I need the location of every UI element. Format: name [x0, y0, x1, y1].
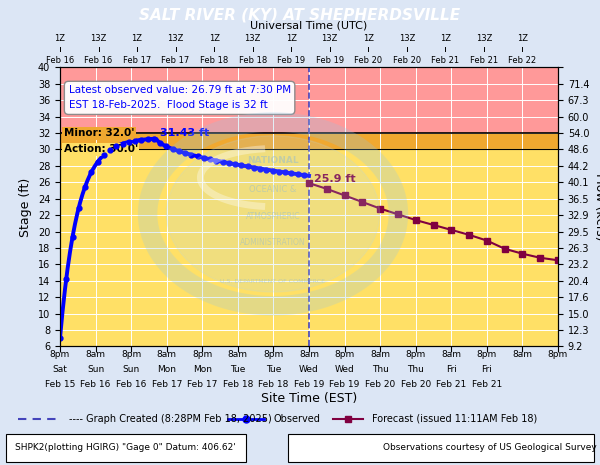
Text: 1Z: 1Z [286, 34, 297, 43]
Text: Fri: Fri [481, 365, 492, 374]
Text: Tue: Tue [230, 365, 245, 374]
Text: Feb 16: Feb 16 [80, 379, 111, 389]
Text: Sat: Sat [53, 365, 67, 374]
Text: Tue: Tue [266, 365, 281, 374]
Y-axis label: Stage (ft): Stage (ft) [19, 177, 32, 237]
Bar [60, 149, 558, 346]
Text: 13Z: 13Z [167, 34, 184, 43]
Text: SALT RIVER (KY) AT SHEPHERDSVILLE: SALT RIVER (KY) AT SHEPHERDSVILLE [139, 7, 461, 23]
Text: Feb 20: Feb 20 [354, 56, 382, 65]
Text: Feb 20: Feb 20 [393, 56, 421, 65]
Text: 8pm: 8pm [121, 350, 141, 359]
Text: Feb 21: Feb 21 [472, 379, 502, 389]
Text: NATIONAL: NATIONAL [247, 156, 299, 165]
Text: ---- Graph Created (8:28PM Feb 18, 2025): ---- Graph Created (8:28PM Feb 18, 2025) [69, 414, 272, 424]
Text: Thu: Thu [407, 365, 424, 374]
Bar [60, 67, 558, 133]
Text: Feb 16: Feb 16 [116, 379, 146, 389]
FancyBboxPatch shape [288, 433, 594, 461]
Text: Feb 21: Feb 21 [470, 56, 498, 65]
Bar [60, 133, 558, 149]
Text: U.S. DEPARTMENT OF COMMERCE: U.S. DEPARTMENT OF COMMERCE [221, 279, 325, 284]
Text: Minor: 32.0': Minor: 32.0' [64, 128, 134, 138]
Text: Feb 22: Feb 22 [508, 56, 536, 65]
Text: 25.9 ft: 25.9 ft [314, 174, 356, 184]
Text: ATMOSPHERIC: ATMOSPHERIC [246, 212, 300, 221]
Text: 1Z: 1Z [517, 34, 528, 43]
Text: 13Z: 13Z [476, 34, 492, 43]
Text: 8pm: 8pm [50, 350, 70, 359]
Text: 1Z: 1Z [209, 34, 220, 43]
Text: 13Z: 13Z [398, 34, 415, 43]
Text: Feb 17: Feb 17 [123, 56, 151, 65]
Text: Sun: Sun [122, 365, 140, 374]
Text: 8am: 8am [441, 350, 461, 359]
Text: 31.43 ft: 31.43 ft [160, 128, 209, 138]
Text: Feb 16: Feb 16 [46, 56, 74, 65]
Text: Feb 21: Feb 21 [436, 379, 466, 389]
Text: 8am: 8am [370, 350, 390, 359]
Text: 8pm: 8pm [334, 350, 355, 359]
Text: Feb 20: Feb 20 [401, 379, 431, 389]
Text: Feb 18: Feb 18 [258, 379, 289, 389]
Text: Fri: Fri [446, 365, 457, 374]
FancyBboxPatch shape [6, 433, 246, 461]
Text: Feb 17: Feb 17 [161, 56, 190, 65]
Text: Site Time (EST): Site Time (EST) [261, 392, 357, 405]
Text: 1Z: 1Z [440, 34, 451, 43]
Text: Sun: Sun [87, 365, 104, 374]
Text: 1Z: 1Z [131, 34, 143, 43]
Text: Feb 19: Feb 19 [329, 379, 360, 389]
Text: Feb 18: Feb 18 [200, 56, 228, 65]
Text: Feb 17: Feb 17 [152, 379, 182, 389]
Text: 13Z: 13Z [91, 34, 107, 43]
Y-axis label: Flow (kcfs): Flow (kcfs) [593, 173, 600, 241]
Text: Feb 18: Feb 18 [239, 56, 267, 65]
Text: ADMINISTRATION: ADMINISTRATION [240, 239, 306, 247]
Text: 8pm: 8pm [548, 350, 568, 359]
Text: 8pm: 8pm [477, 350, 497, 359]
Text: Feb 20: Feb 20 [365, 379, 395, 389]
Text: 1Z: 1Z [55, 34, 65, 43]
Text: Observations courtesy of US Geological Survey: Observations courtesy of US Geological S… [383, 443, 597, 452]
Text: 8am: 8am [512, 350, 532, 359]
Text: 1Z: 1Z [363, 34, 374, 43]
Text: Wed: Wed [299, 365, 319, 374]
Title: Universal Time (UTC): Universal Time (UTC) [250, 20, 368, 30]
Text: Wed: Wed [335, 365, 355, 374]
Text: 8am: 8am [228, 350, 248, 359]
Text: Observed: Observed [273, 414, 320, 424]
Text: Feb 16: Feb 16 [85, 56, 113, 65]
Text: Feb 19: Feb 19 [294, 379, 324, 389]
Text: Feb 19: Feb 19 [316, 56, 344, 65]
Text: 8pm: 8pm [406, 350, 426, 359]
Text: Action: 30.0': Action: 30.0' [64, 145, 138, 154]
Text: 8am: 8am [299, 350, 319, 359]
Text: 13Z: 13Z [322, 34, 338, 43]
Text: 8am: 8am [157, 350, 177, 359]
Text: Forecast (issued 11:11AM Feb 18): Forecast (issued 11:11AM Feb 18) [372, 414, 537, 424]
Text: Mon: Mon [193, 365, 212, 374]
Text: Feb 17: Feb 17 [187, 379, 217, 389]
Text: 8pm: 8pm [263, 350, 284, 359]
Text: Latest observed value: 26.79 ft at 7:30 PM
EST 18-Feb-2025.  Flood Stage is 32 f: Latest observed value: 26.79 ft at 7:30 … [68, 86, 290, 110]
Text: Feb 18: Feb 18 [223, 379, 253, 389]
Text: 13Z: 13Z [244, 34, 261, 43]
Text: 8am: 8am [86, 350, 106, 359]
Text: 8pm: 8pm [192, 350, 212, 359]
Text: Mon: Mon [157, 365, 176, 374]
Text: Feb 19: Feb 19 [277, 56, 305, 65]
Text: OCEANIC &: OCEANIC & [250, 185, 296, 194]
Text: Feb 21: Feb 21 [431, 56, 460, 65]
Circle shape [166, 136, 380, 292]
Text: Feb 15: Feb 15 [45, 379, 75, 389]
Text: SHPK2(plotting HGIRG) "Gage 0" Datum: 406.62': SHPK2(plotting HGIRG) "Gage 0" Datum: 40… [15, 443, 236, 452]
Text: Thu: Thu [372, 365, 389, 374]
